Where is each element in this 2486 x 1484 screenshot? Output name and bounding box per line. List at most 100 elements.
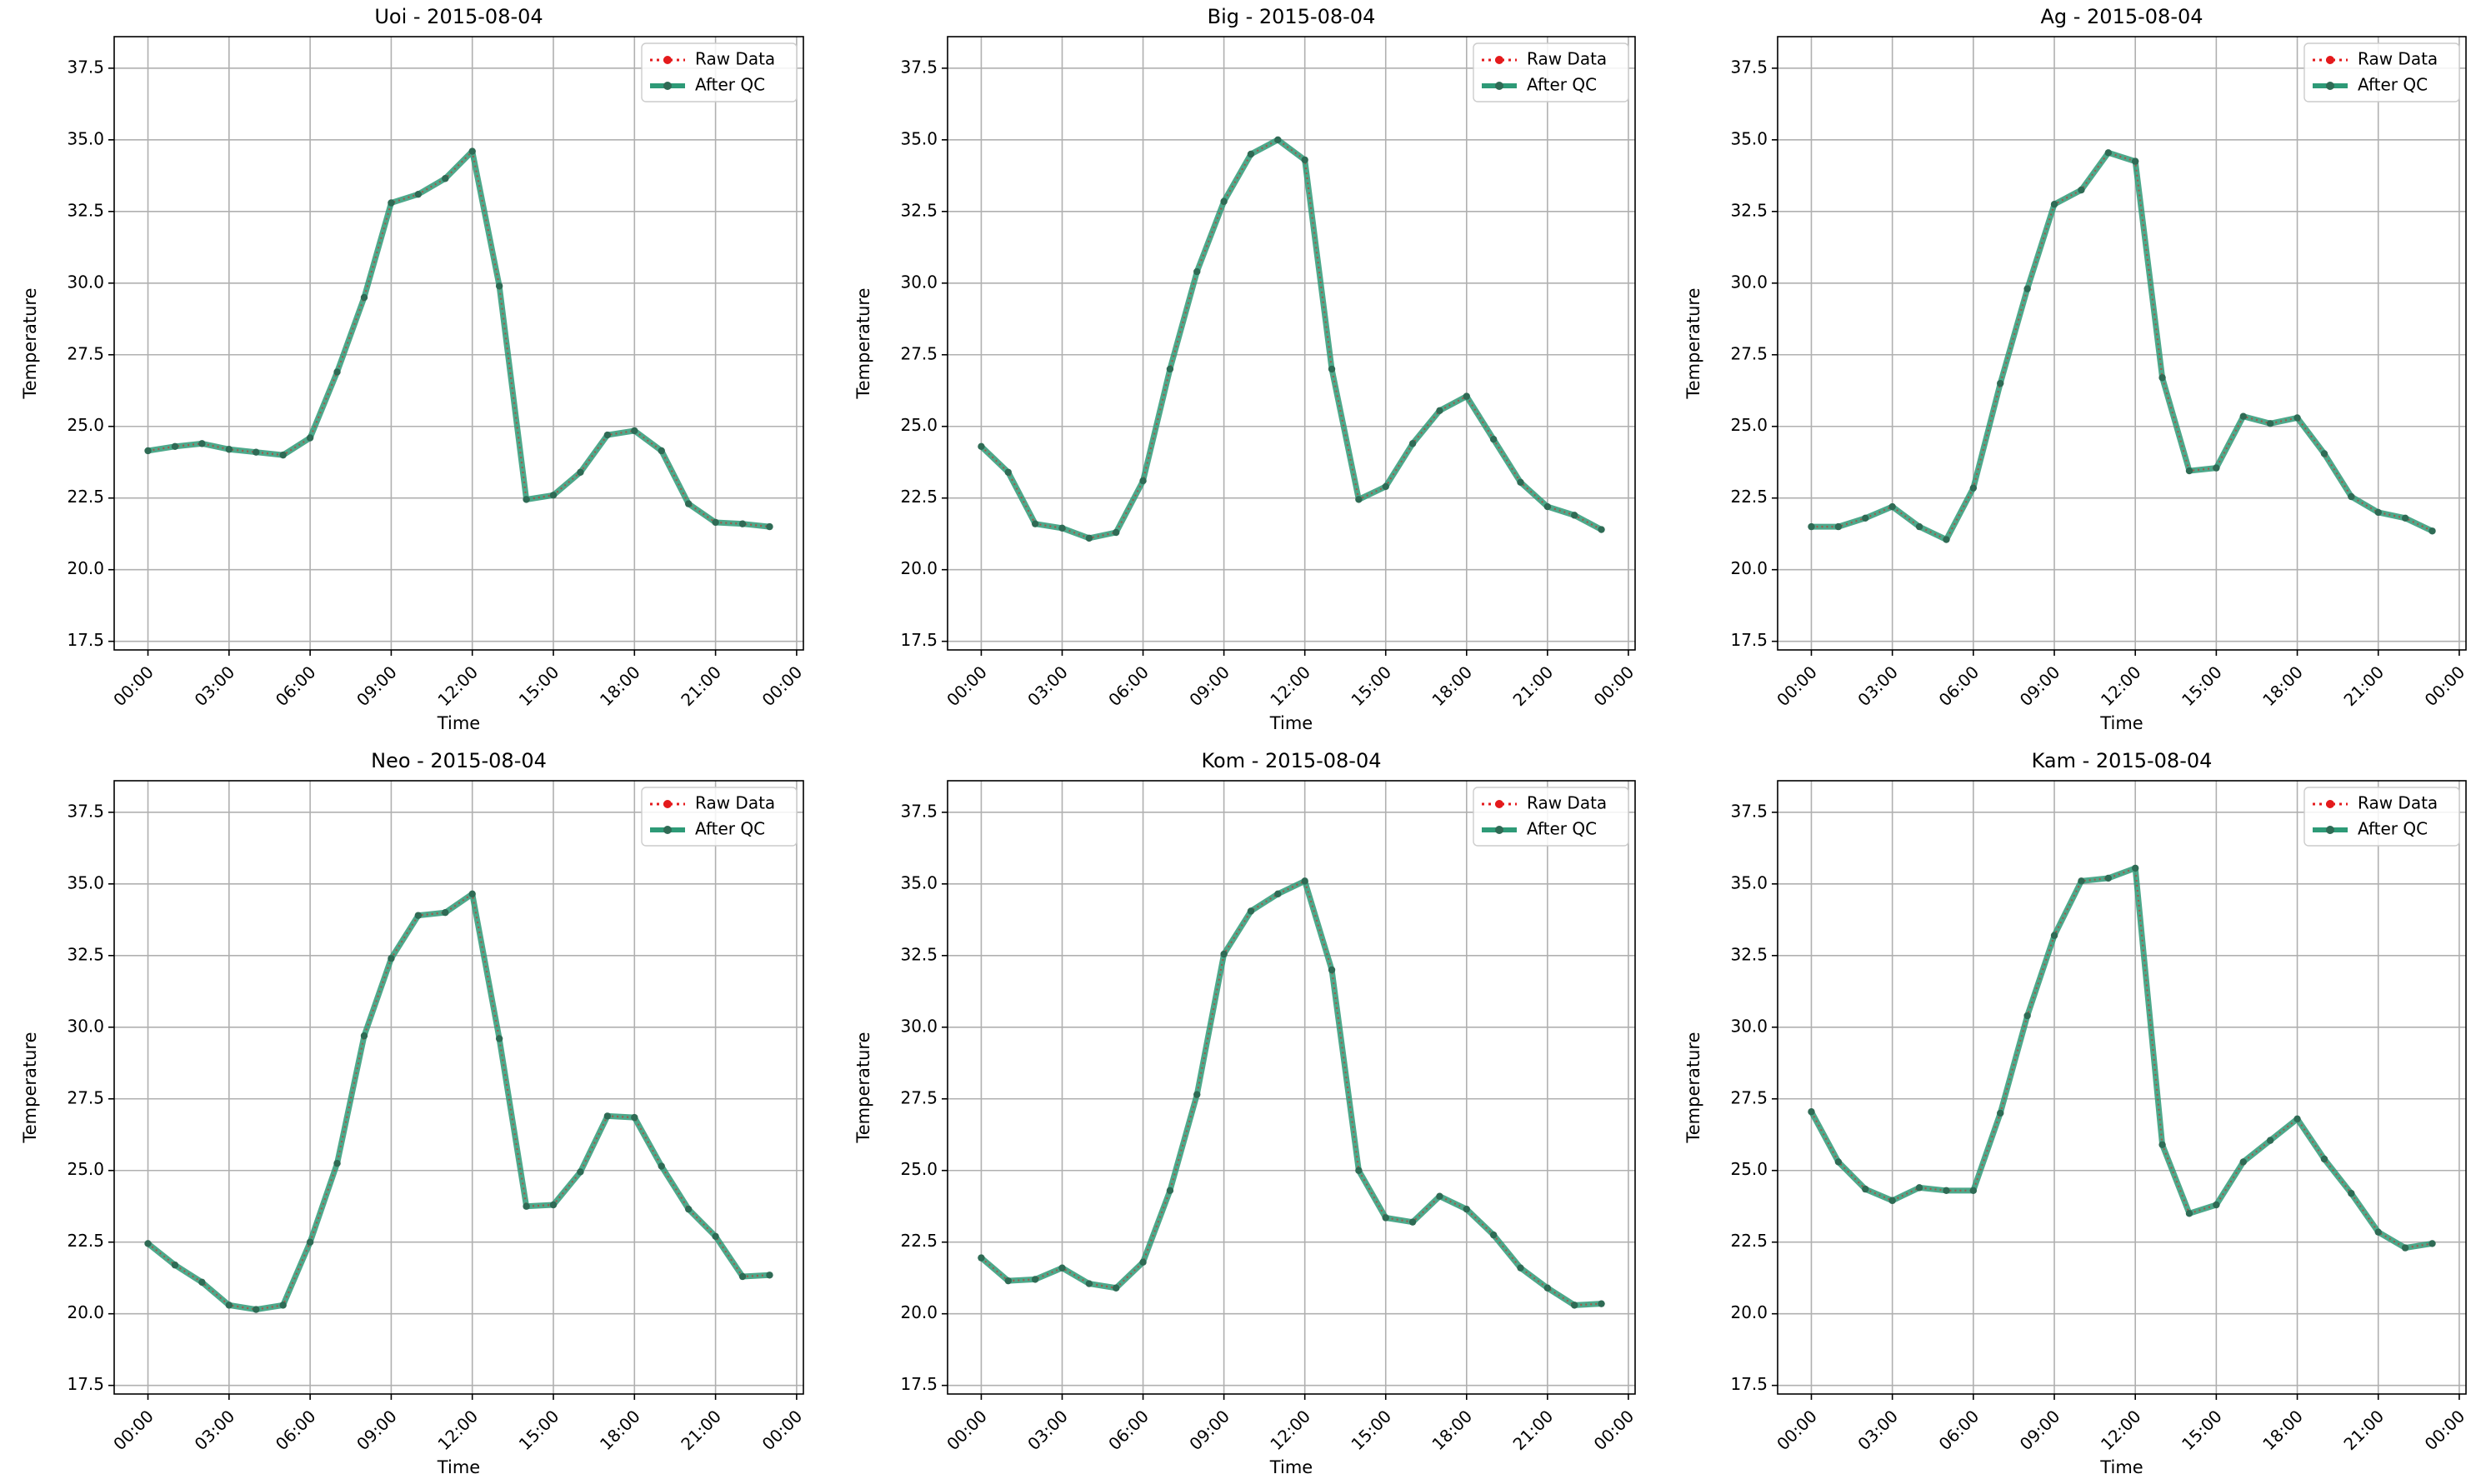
after-qc-point (388, 955, 395, 962)
after-qc-point (2348, 1190, 2355, 1197)
y-tick-label: 37.5 (900, 57, 938, 77)
x-tick-label: 21:00 (1509, 1406, 1558, 1454)
y-tick-label: 37.5 (67, 57, 104, 77)
x-tick-label: 03:00 (1023, 1406, 1072, 1454)
after-qc-point (684, 500, 693, 507)
after-qc-point (144, 447, 152, 455)
after-qc-point (2374, 1228, 2382, 1236)
after-qc-point (1031, 520, 1039, 527)
after-qc-point (1193, 267, 1201, 276)
chart-title: Ag - 2015-08-04 (2040, 5, 2203, 28)
after-qc-point (253, 448, 260, 456)
y-tick-label: 30.0 (900, 1016, 938, 1036)
after-qc-point (577, 1168, 584, 1176)
after-qc-point (1382, 482, 1389, 491)
x-tick-label: 00:00 (109, 662, 158, 710)
after-qc-point (1888, 1197, 1896, 1205)
after-qc-point (333, 368, 341, 376)
y-tick-label: 22.5 (900, 1231, 938, 1251)
after-qc-point (2428, 1240, 2436, 1247)
grid (948, 37, 1635, 650)
after-qc-point (603, 431, 612, 439)
legend-qc-label: After QC (2358, 819, 2428, 839)
grid (114, 781, 803, 1394)
after-qc-point (1166, 1187, 1174, 1195)
after-qc-point (1463, 1205, 1470, 1213)
legend-raw-label: Raw Data (2358, 49, 2438, 69)
after-qc-point (2293, 1115, 2301, 1123)
x-tick-label: 06:00 (1935, 662, 1983, 710)
axes-frame (1777, 36, 2467, 651)
after-qc-point (2078, 877, 2085, 885)
after-qc-point (2158, 1141, 2166, 1148)
y-tick-label: 20.0 (900, 558, 938, 578)
y-tick-label: 22.5 (1730, 487, 1768, 507)
x-tick-label: 21:00 (1509, 662, 1558, 710)
y-tick-label: 20.0 (900, 1302, 938, 1322)
x-tick-label: 06:00 (272, 1406, 320, 1454)
after-qc-point (495, 1035, 503, 1042)
axes-frame (947, 780, 1636, 1395)
y-tick-label: 32.5 (1730, 200, 1768, 220)
after-qc-point (253, 1306, 260, 1313)
x-tick-label: 12:00 (433, 662, 482, 710)
x-tick-label: 06:00 (1935, 1406, 1983, 1454)
y-tick-label: 37.5 (67, 801, 104, 821)
after-qc-point (1301, 877, 1308, 885)
after-qc-point (1834, 1158, 1843, 1166)
y-tick-label: 17.5 (67, 630, 104, 650)
after-qc-point (2158, 374, 2166, 382)
y-tick-label: 17.5 (67, 1374, 104, 1394)
after-qc-point (2348, 492, 2355, 501)
after-qc-point (1489, 436, 1498, 443)
x-tick-label: 12:00 (1266, 1406, 1314, 1454)
after-qc-point (523, 496, 530, 503)
y-tick-label: 30.0 (1730, 272, 1768, 292)
after-qc-point (2293, 414, 2301, 422)
panel-kam: 00:00 03:00 06:00 09:00 12:00 15:00 18:00 21:00… (1683, 749, 2468, 1477)
after-qc-point (1355, 496, 1363, 503)
x-axis-label: Time (437, 713, 480, 733)
legend-raw-label: Raw Data (1527, 793, 1607, 813)
x-tick-label: 12:00 (2097, 662, 2145, 710)
legend-qc-marker (1495, 82, 1503, 90)
y-tick-label: 35.0 (1730, 128, 1768, 148)
after-qc-point (2131, 157, 2139, 165)
y-tick-label: 25.0 (1730, 1159, 1768, 1179)
y-tick-label: 37.5 (1730, 57, 1768, 77)
y-tick-label: 32.5 (67, 944, 104, 964)
y-tick-label: 32.5 (1730, 944, 1768, 964)
after-qc-point (2213, 464, 2220, 472)
x-tick-label: 12:00 (433, 1406, 482, 1454)
panel-ag: 00:00 03:00 06:00 09:00 12:00 15:00 18:00 21:00… (1683, 5, 2468, 733)
after-qc-point (631, 1113, 638, 1122)
x-tick-label: 03:00 (191, 1406, 239, 1454)
after-qc-point (144, 1240, 152, 1247)
x-tick-label: 00:00 (2421, 1406, 2469, 1454)
after-qc-point (279, 451, 287, 459)
x-tick-label: 21:00 (2339, 662, 2388, 710)
legend-qc-label: After QC (695, 819, 765, 839)
y-tick-label: 25.0 (67, 1159, 104, 1179)
after-qc-point (414, 912, 423, 919)
x-tick-label: 15:00 (515, 662, 563, 710)
y-tick-label: 20.0 (67, 558, 104, 578)
x-tick-label: 00:00 (1773, 1406, 1821, 1454)
y-tick-label: 27.5 (900, 343, 938, 363)
after-qc-point (1113, 528, 1120, 537)
legend-qc-label: After QC (1527, 819, 1597, 839)
after-qc-point (684, 1205, 693, 1213)
x-tick-label: 00:00 (1590, 662, 1638, 710)
after-qc-point (333, 1159, 341, 1167)
x-tick-label: 09:00 (2016, 1406, 2064, 1454)
y-tick-label: 25.0 (900, 1159, 938, 1179)
after-qc-point (1862, 1185, 1869, 1193)
y-tick-label: 17.5 (1730, 630, 1768, 650)
y-tick-label: 30.0 (67, 272, 104, 292)
y-tick-label: 20.0 (1730, 1302, 1768, 1322)
y-tick-label: 35.0 (1730, 872, 1768, 892)
after-qc-point (2185, 1210, 2193, 1217)
x-tick-label: 03:00 (1023, 662, 1072, 710)
after-qc-point (1139, 1258, 1147, 1266)
y-tick-label: 32.5 (900, 200, 938, 220)
